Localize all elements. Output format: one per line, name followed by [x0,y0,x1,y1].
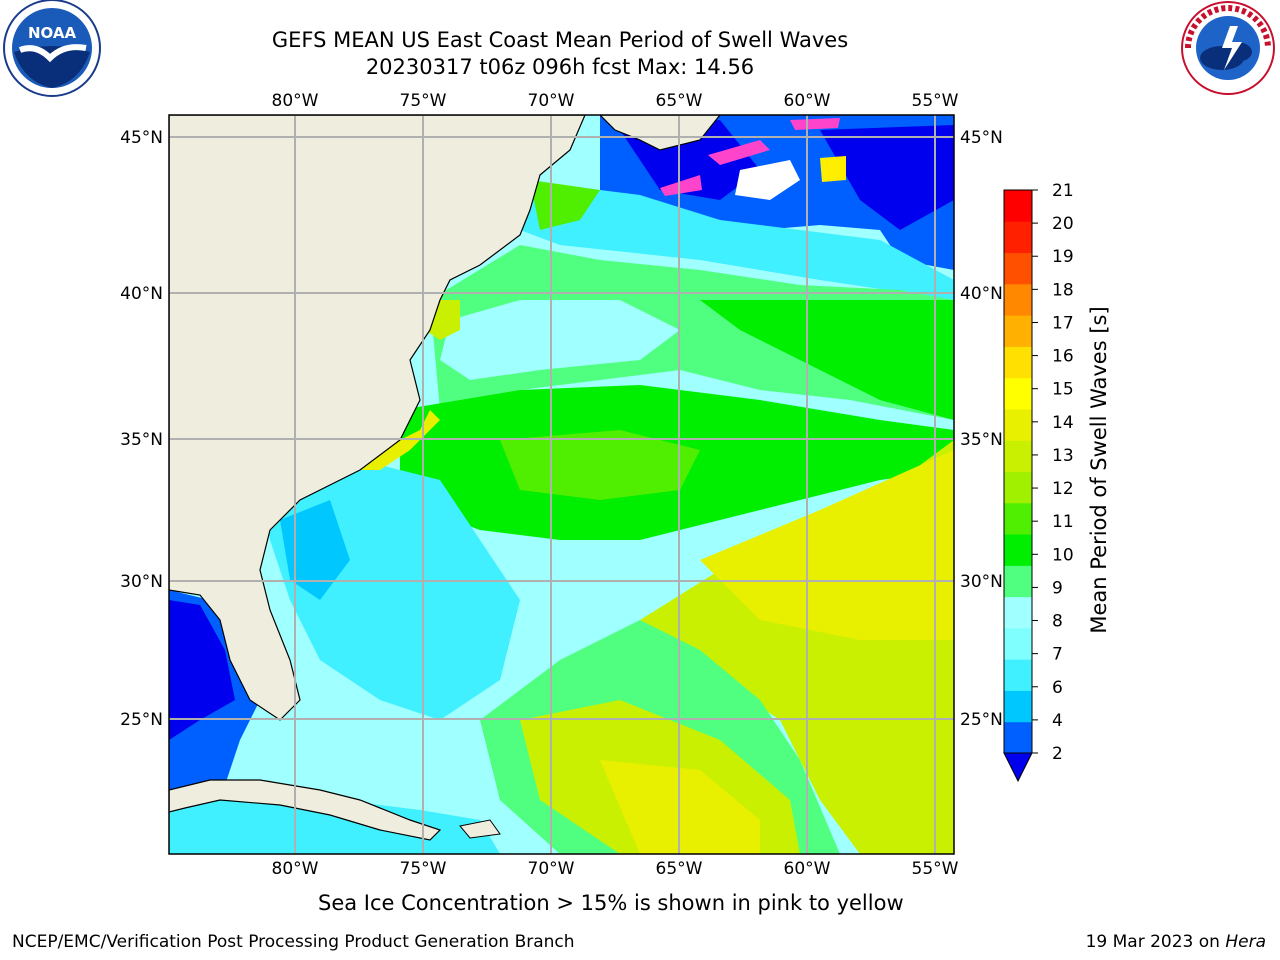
colorbar-title: Mean Period of Swell Waves [s] [1087,306,1111,633]
colorbar-segment [1004,690,1032,723]
colorbar-tick-label: 7 [1052,645,1063,665]
footer-host: Hera [1225,932,1266,952]
colorbar-segment [1004,252,1032,285]
colorbar-tick-label: 12 [1052,479,1074,499]
noaa-logo-text: NOAA [28,24,77,42]
colorbar-segment [1004,502,1032,535]
top-lon-labels: 80°W 75°W 70°W 65°W 60°W 55°W [272,91,959,111]
footer-date-text: 19 Mar 2023 on [1085,932,1226,952]
lon-label-top: 60°W [784,91,831,111]
lon-label-top: 65°W [656,91,703,111]
colorbar-tick-label: 14 [1052,413,1074,433]
colorbar-tick-label: 18 [1052,280,1074,300]
colorbar-segment [1004,190,1032,222]
colorbar-extend-arrow [1003,752,1033,783]
lon-label-bottom: 55°W [912,859,959,879]
lon-label-bottom: 70°W [528,859,575,879]
colorbar-segment [1004,408,1032,441]
lon-label-top: 75°W [400,91,447,111]
colorbar-tick-label: 21 [1052,181,1074,201]
colorbar-tick-label: 6 [1052,678,1063,698]
colorbar-segment [1004,283,1032,316]
colorbar-segment [1004,565,1032,598]
nws-logo-icon [1181,1,1275,95]
lat-label-left: 45°N [120,128,163,148]
chart-subtitle: 20230317 t06z 096h fcst Max: 14.56 [365,55,755,79]
colorbar-segment [1004,659,1032,691]
colorbar-frame [1003,189,1033,754]
colorbar-segment [1004,596,1032,629]
colorbar-tick-label: 16 [1052,347,1074,367]
lat-label-right: 30°N [960,572,1003,592]
colorbar-tick-label: 8 [1052,612,1063,632]
colorbar-tick-label: 4 [1052,711,1063,731]
colorbar-tick-label: 11 [1052,512,1074,532]
colorbar-segment [1004,627,1032,660]
colorbar-segment [1004,315,1032,347]
colorbar-tick-label: 2 [1052,744,1063,764]
colorbar-tick-label: 13 [1052,446,1074,466]
colorbar-tick-label: 9 [1052,578,1063,598]
lat-label-right: 45°N [960,128,1003,148]
noaa-logo-icon: NOAA [3,0,101,97]
lat-label-left: 40°N [120,284,163,304]
lat-label-right: 40°N [960,284,1003,304]
bottom-lon-labels: 80°W 75°W 70°W 65°W 60°W 55°W [272,859,959,879]
colorbar-segment [1004,440,1032,472]
lat-label-left: 30°N [120,572,163,592]
colorbar-segment [1004,221,1032,254]
colorbar-tick-label: 19 [1052,247,1074,267]
colorbar-segment [1004,721,1032,754]
lon-label-bottom: 75°W [400,859,447,879]
lat-label-right: 35°N [960,430,1003,450]
land [169,115,721,841]
colorbar-tick-label: 10 [1052,545,1074,565]
colorbar-segment [1004,471,1032,504]
left-lat-labels: 45°N 40°N 35°N 30°N 25°N [120,128,163,730]
chart-title: GEFS MEAN US East Coast Mean Period of S… [271,28,849,52]
colorbar-segment [1004,534,1032,566]
right-lat-labels: 45°N 40°N 35°N 30°N 25°N [960,128,1003,730]
sea-ice-note: Sea Ice Concentration > 15% is shown in … [318,891,904,915]
lat-label-left: 25°N [120,710,163,730]
lon-label-bottom: 60°W [784,859,831,879]
map-area [169,115,954,854]
lat-label-left: 35°N [120,430,163,450]
lon-label-top: 80°W [272,91,319,111]
map-frame [168,114,955,855]
colorbar: 2 4 6 7 8 9 10 11 12 13 14 15 16 17 18 19 20 21 [1003,181,1074,783]
colorbar-tick-label: 15 [1052,380,1074,400]
lon-label-bottom: 65°W [656,859,703,879]
lat-label-right: 25°N [960,710,1003,730]
lon-label-top: 70°W [528,91,575,111]
graticule [169,115,954,854]
colorbar-tick-label: 20 [1052,214,1074,234]
colorbar-tick-label: 17 [1052,313,1074,333]
footer-credit: NCEP/EMC/Verification Post Processing Pr… [12,932,575,952]
colorbar-segment [1004,377,1032,410]
colorbar-segment [1004,346,1032,379]
lon-label-top: 55°W [912,91,959,111]
footer-date: 19 Mar 2023 on Hera [1086,932,1266,952]
lon-label-bottom: 80°W [272,859,319,879]
